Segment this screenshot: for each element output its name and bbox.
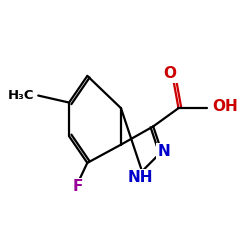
Text: H₃C: H₃C <box>8 89 34 102</box>
Text: N: N <box>158 144 170 159</box>
Text: NH: NH <box>128 170 153 185</box>
Text: O: O <box>164 66 176 82</box>
Text: OH: OH <box>212 99 238 114</box>
Text: F: F <box>72 179 83 194</box>
